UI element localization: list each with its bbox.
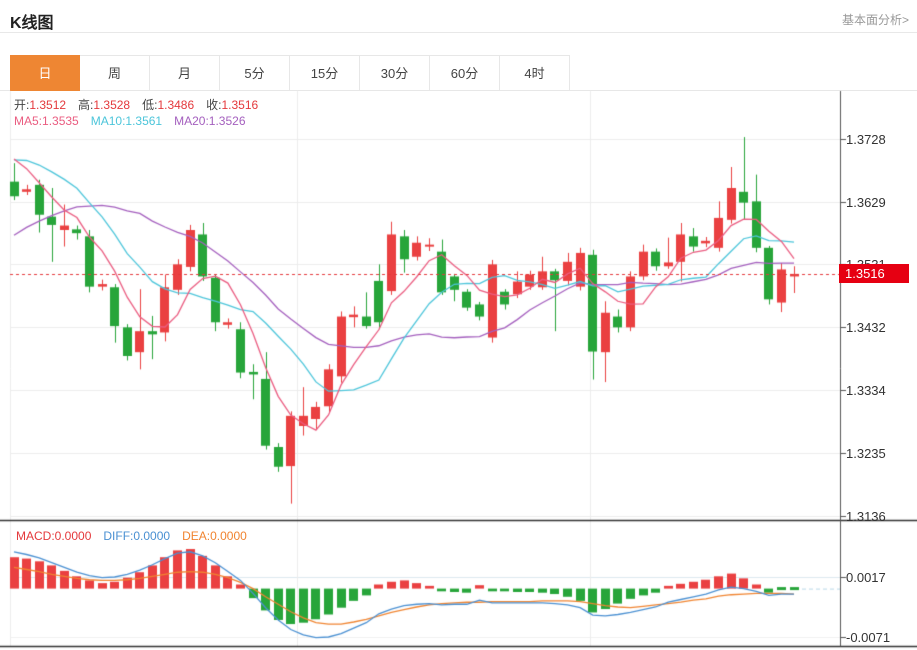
current-price-badge: 1.3516 [839, 264, 909, 284]
legend-ma5: MA5:1.3535 [14, 114, 79, 128]
ma-legend: MA5:1.3535 MA10:1.3561 MA20:1.3526 [14, 114, 258, 128]
legend-open: 开:1.3512 [14, 98, 67, 112]
macd-legend: MACD:0.0000 DIFF:0.0000 DEA:0.0000 [16, 529, 259, 543]
legend-high: 高:1.3528 [78, 98, 131, 112]
legend-close: 收:1.3516 [206, 98, 259, 112]
y-axis-label: -0.0071 [846, 630, 891, 645]
legend-diff: DIFF:0.0000 [103, 529, 171, 543]
legend-ma20: MA20:1.3526 [174, 114, 246, 128]
y-axis-label: 1.3136 [846, 508, 886, 524]
y-axis-label: 0.0017 [846, 570, 886, 585]
legend-ma10: MA10:1.3561 [90, 114, 163, 128]
y-axis-label: 1.3432 [846, 320, 886, 336]
legend-low: 低:1.3486 [142, 98, 195, 112]
y-axis-label: 1.3235 [846, 445, 886, 461]
ohlc-legend: 开:1.3512 高:1.3528 低:1.3486 收:1.3516 [14, 96, 270, 113]
y-axis-label: 1.3728 [846, 132, 886, 147]
legend-dea: DEA:0.0000 [182, 529, 247, 543]
y-axis-label: 1.3334 [846, 382, 886, 398]
legend-macd: MACD:0.0000 [16, 529, 92, 543]
y-axis-label: 1.3629 [846, 195, 886, 210]
